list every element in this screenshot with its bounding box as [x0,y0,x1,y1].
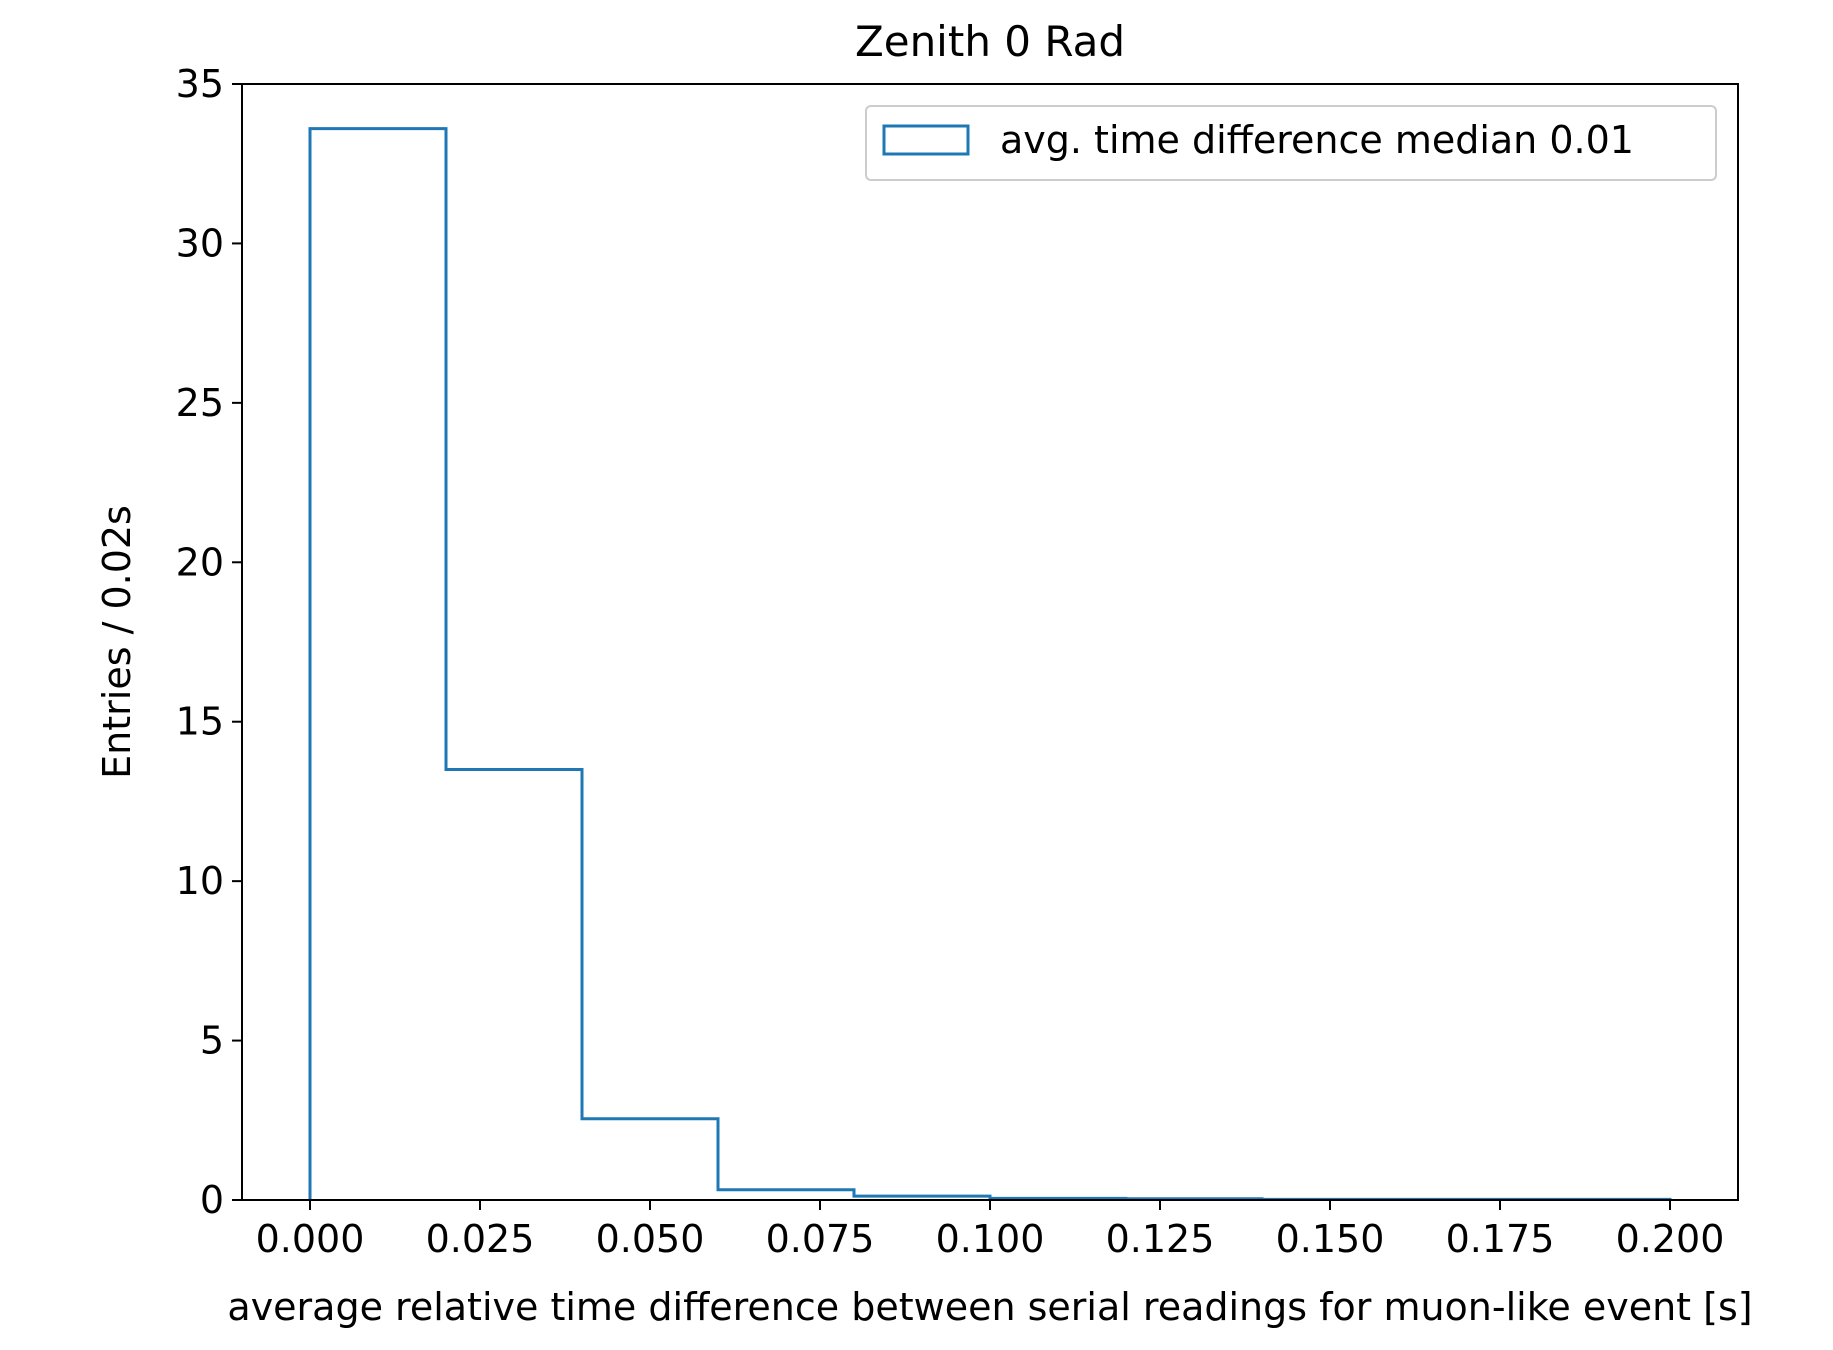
chart-title: Zenith 0 Rad [855,17,1125,66]
y-tick-label: 35 [176,62,224,106]
y-tick-label: 30 [176,221,224,265]
x-tick-label: 0.000 [256,1217,365,1261]
histogram-bin [446,770,582,1200]
x-tick-label: 0.075 [766,1217,875,1261]
legend-swatch [882,124,970,156]
x-axis-ticks: 0.000 0.025 0.050 0.075 0.100 0.125 0.150 0.175… [256,1200,1725,1261]
histogram-step-outline [308,127,1672,1201]
x-tick-label: 0.050 [596,1217,705,1261]
x-tick-label: 0.175 [1446,1217,1555,1261]
x-axis-label: average relative time difference between… [227,1285,1752,1329]
histogram-bin [310,129,446,1200]
y-axis-label: Entries / 0.02s [95,505,139,779]
x-tick-label: 0.100 [936,1217,1045,1261]
legend-box [865,105,1717,181]
x-tick-label: 0.125 [1106,1217,1215,1261]
legend: avg. time difference median 0.01 [865,105,1717,181]
legend-label: avg. time difference median 0.01 [1000,118,1634,162]
x-tick-label: 0.200 [1616,1217,1725,1261]
y-axis-ticks: 0 5 10 15 20 25 30 35 [176,62,242,1222]
y-tick-label: 5 [200,1019,224,1063]
y-tick-label: 0 [200,1178,224,1222]
y-tick-label: 25 [176,381,224,425]
x-tick-label: 0.025 [426,1217,535,1261]
plot-frame [241,83,1739,1201]
histogram-bins [310,129,1670,1200]
histogram-bin [582,1119,718,1200]
y-tick-label: 20 [176,540,224,584]
y-tick-label: 10 [176,859,224,903]
x-tick-label: 0.150 [1276,1217,1385,1261]
histogram-bin [718,1190,854,1200]
y-tick-label: 15 [176,700,224,744]
